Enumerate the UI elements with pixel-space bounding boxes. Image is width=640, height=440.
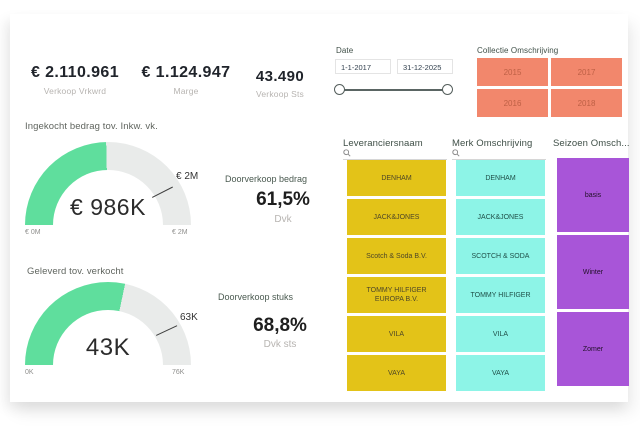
kpi-marge: € 1.124.947 Marge — [126, 64, 246, 96]
date-end-input[interactable]: 31-12-2025 — [397, 59, 453, 74]
slicer-item[interactable]: DENHAM — [456, 160, 545, 196]
slicer-item[interactable]: VILA — [347, 316, 446, 352]
gauge2-max-label: 76K — [172, 369, 185, 376]
gauge1-title: Ingekocht bedrag tov. Inkw. vk. — [25, 121, 158, 132]
search-icon — [343, 149, 351, 157]
slicer-leveranciersnaam-title: Leveranciersnaam — [343, 138, 423, 149]
gauge2-arc — [25, 282, 191, 365]
collectie-item-2016[interactable]: 2016 — [477, 89, 548, 117]
gauge1-min-label: € 0M — [25, 229, 41, 236]
kpi-verkoop-vrkwrd: € 2.110.961 Verkoop Vrkwrd — [15, 64, 135, 96]
dvk-stuks-title: Doorverkoop stuks — [218, 292, 294, 302]
dvk-bedrag-title: Doorverkoop bedrag — [225, 174, 308, 184]
date-slicer-title: Date — [336, 46, 354, 55]
slicer-seizoen-title: Seizoen Omsch... — [553, 138, 630, 149]
kpi-label: Marge — [173, 86, 199, 96]
collectie-slicer-title: Collectie Omschrijving — [477, 46, 559, 55]
kpi-label: Verkoop Sts — [255, 89, 305, 99]
slicer-item[interactable]: JACK&JONES — [456, 199, 545, 235]
slicer-item[interactable]: TOMMY HILFIGER EUROPA B.V. — [347, 277, 446, 313]
slicer-item[interactable]: VAYA — [347, 355, 446, 391]
gauge2-title: Geleverd tov. verkocht — [27, 266, 124, 277]
gauge1-callout-label: € 2M — [176, 171, 199, 182]
slicer-merk-list: DENHAM JACK&JONES SCOTCH & SODA TOMMY HI… — [456, 160, 545, 391]
kpi-value: 43.490 — [255, 68, 305, 85]
date-slider-track[interactable] — [340, 89, 448, 91]
kpi-label: Verkoop Vrkwrd — [43, 86, 107, 96]
gauge1-max-label: € 2M — [172, 229, 188, 236]
dvk-bedrag-label: Dvk — [274, 214, 292, 225]
kpi-verkoop-sts: 43.490 Verkoop Sts — [222, 68, 338, 99]
kpi-value: € 1.124.947 — [141, 64, 231, 81]
date-slider-handle-start[interactable] — [334, 84, 345, 95]
slicer-leveranciersnaam-list: DENHAM JACK&JONES Scotch & Soda B.V. TOM… — [347, 160, 446, 391]
gauge2-value: 43K — [85, 334, 131, 361]
gauge2-min-label: 0K — [25, 369, 34, 376]
slicer-leveranciersnaam-search[interactable] — [343, 148, 447, 160]
slicer-item[interactable]: JACK&JONES — [347, 199, 446, 235]
slicer-merk-title: Merk Omschrijving — [452, 138, 533, 149]
dvk-stuks-value: 68,8% — [253, 315, 307, 336]
date-slider-handle-end[interactable] — [442, 84, 453, 95]
slicer-seizoen-list: basis Winter Zomer — [557, 158, 629, 386]
slicer-item[interactable]: Zomer — [557, 312, 629, 386]
collectie-item-2018[interactable]: 2018 — [551, 89, 622, 117]
dvk-bedrag-value: 61,5% — [256, 189, 310, 210]
slicer-item[interactable]: TOMMY HILFIGER — [456, 277, 545, 313]
date-start-input[interactable]: 1-1-2017 — [335, 59, 391, 74]
slicer-item[interactable]: Scotch & Soda B.V. — [347, 238, 446, 274]
collectie-item-2017[interactable]: 2017 — [551, 58, 622, 86]
dvk-stuks-label: Dvk sts — [263, 339, 297, 350]
slicer-item[interactable]: DENHAM — [347, 160, 446, 196]
slicer-item[interactable]: basis — [557, 158, 629, 232]
search-icon — [452, 149, 460, 157]
gauge1-arc — [25, 142, 191, 225]
collectie-item-2015[interactable]: 2015 — [477, 58, 548, 86]
slicer-item[interactable]: VAYA — [456, 355, 545, 391]
gauge1-value: € 986K — [70, 194, 146, 220]
kpi-value: € 2.110.961 — [30, 64, 120, 81]
slicer-item[interactable]: SCOTCH & SODA — [456, 238, 545, 274]
slicer-merk-search[interactable] — [452, 148, 546, 160]
slicer-item[interactable]: VILA — [456, 316, 545, 352]
slicer-item[interactable]: Winter — [557, 235, 629, 309]
gauge2-callout-label: 63K — [180, 312, 198, 323]
